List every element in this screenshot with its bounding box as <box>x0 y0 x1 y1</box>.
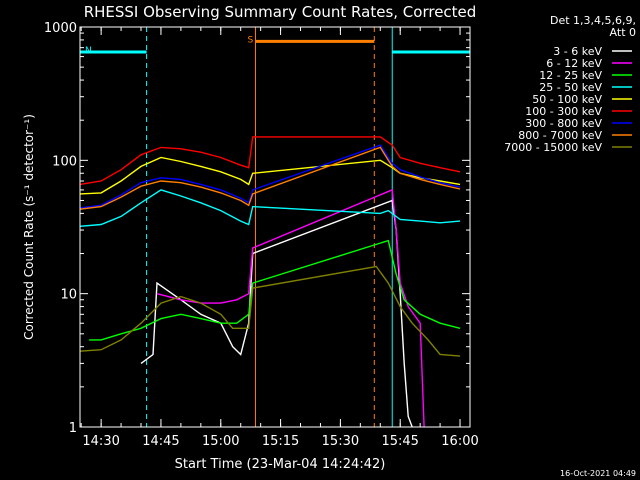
x-axis-label: Start Time (23-Mar-04 14:24:42) <box>175 457 386 472</box>
legend-header-1: Att 0 <box>610 26 636 39</box>
legend-label-3: 25 - 50 keV <box>539 81 602 94</box>
y-tick-label-3: 1000 <box>44 21 77 36</box>
x-tick-label-3: 15:15 <box>262 434 299 449</box>
y-tick-label-2: 100 <box>52 154 77 169</box>
bar-label-0: N <box>85 46 92 56</box>
series-line-7 <box>79 146 461 210</box>
y-axis: 1 10 100 1000 <box>44 21 470 436</box>
timestamp: 16-Oct-2021 04:49 <box>560 469 636 478</box>
series-line-1 <box>156 188 425 428</box>
x-tick-label-5: 15:45 <box>381 434 418 449</box>
legend-label-0: 3 - 6 keV <box>553 45 602 58</box>
legend-label-5: 100 - 300 keV <box>525 105 602 118</box>
y-tick-label-1: 10 <box>60 288 77 303</box>
legend-label-2: 12 - 25 keV <box>539 69 602 82</box>
plot-frame <box>79 26 471 428</box>
y-tick-label-0: 1 <box>69 421 77 436</box>
x-axis: 14:30 14:45 15:00 15:15 15:30 15:45 16:00 <box>80 27 479 449</box>
series-line-6 <box>79 144 461 209</box>
series-line-0 <box>140 199 413 428</box>
legend-label-4: 50 - 100 keV <box>532 93 602 106</box>
y-axis-label: Corrected Count Rate (s⁻¹ detector⁻¹) <box>22 114 36 340</box>
observing-bars: NS <box>80 35 470 56</box>
chart-title: RHESSI Observing Summary Count Rates, Co… <box>84 3 477 21</box>
series-lines <box>79 136 461 428</box>
legend-label-8: 7000 - 15000 keV <box>504 141 602 154</box>
x-tick-label-1: 14:45 <box>142 434 179 449</box>
x-tick-label-6: 16:00 <box>441 434 478 449</box>
x-tick-label-4: 15:30 <box>322 434 359 449</box>
x-tick-label-2: 15:00 <box>202 434 239 449</box>
bar-label-1: S <box>247 35 253 45</box>
legend-label-6: 300 - 800 keV <box>525 117 602 130</box>
legend-header-0: Det 1,3,4,5,6,9, <box>550 14 636 27</box>
x-tick-label-0: 14:30 <box>82 434 119 449</box>
series-line-5 <box>79 136 461 186</box>
series-line-3 <box>79 189 461 227</box>
legend-label-7: 800 - 7000 keV <box>518 129 602 142</box>
series-line-8 <box>79 265 461 357</box>
series-line-2 <box>89 239 461 341</box>
attenuator-markers <box>79 27 471 427</box>
legend-label-1: 6 - 12 keV <box>546 57 602 70</box>
